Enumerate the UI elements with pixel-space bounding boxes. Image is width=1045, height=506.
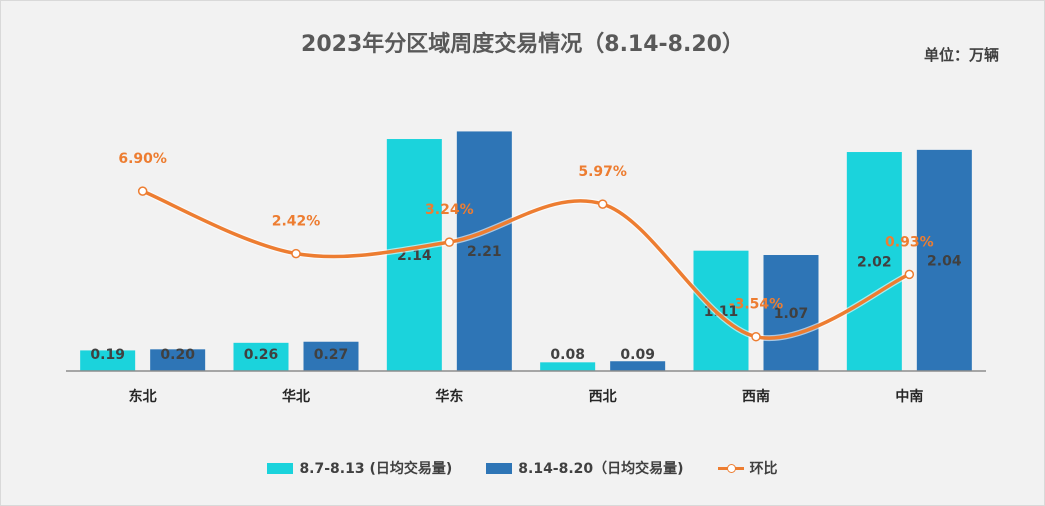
line-label-华东: 3.24% [425, 202, 474, 218]
bar-label-s2-华北: 0.27 [314, 347, 349, 363]
bar-s1-西南 [693, 250, 749, 371]
line-point-西南 [751, 331, 761, 342]
bar-label-s2-华东: 2.21 [467, 244, 502, 260]
bar-s2-东北 [150, 349, 206, 371]
bar-label-s1-西北: 0.08 [550, 347, 585, 363]
x-tick-label-西南: 西南 [742, 388, 770, 405]
bar-label-s2-西南: 1.07 [774, 306, 809, 322]
x-tick-label-西北: 西北 [589, 389, 617, 405]
bar-s2-西南 [763, 255, 819, 371]
bar-label-s1-东北: 0.19 [90, 347, 125, 363]
legend-item-series-1: 8.7-8.13 (日均交易量) [267, 458, 452, 478]
bar-s1-东北 [80, 350, 136, 371]
legend-item-series-2: 8.14-8.20（日均交易量) [486, 458, 684, 478]
bar-s2-中南 [916, 149, 972, 371]
legend-item-line: 环比 [717, 458, 778, 478]
bar-s1-中南 [846, 152, 902, 371]
line-label-西北: 5.97% [578, 164, 627, 180]
legend-swatch-series-1 [267, 462, 294, 474]
legend-label-series-1: 8.7-8.13 (日均交易量) [299, 461, 453, 477]
chart-title: 2023年分区域周度交易情况（8.14-8.20） [301, 32, 744, 57]
line-point-华北 [291, 248, 301, 259]
line-point-华东 [444, 237, 455, 247]
x-tick-label-东北: 东北 [129, 388, 157, 405]
legend-swatch-line [717, 463, 744, 474]
bar-label-s2-中南: 2.04 [927, 253, 962, 269]
x-tick-label-中南: 中南 [895, 388, 923, 405]
legend-label-line: 环比 [749, 461, 778, 477]
bar-s1-华北 [233, 342, 289, 371]
line-label-东北: 6.90% [118, 151, 167, 167]
bar-label-s2-西北: 0.09 [620, 347, 655, 363]
bar-label-s2-东北: 0.20 [160, 347, 195, 363]
x-tick-label-华东: 华东 [435, 388, 463, 405]
unit-label: 单位：万辆 [923, 46, 999, 64]
line-point-中南 [904, 269, 915, 280]
bar-s2-西北 [610, 361, 666, 371]
line-series-path [142, 189, 911, 340]
bar-s1-华东 [386, 139, 442, 371]
legend: 8.7-8.13 (日均交易量) 8.14-8.20（日均交易量) 环比 [0, 458, 1045, 478]
line-label-西南: -3.54% [729, 297, 783, 313]
bar-s1-西北 [540, 362, 596, 371]
line-label-华北: 2.42% [272, 214, 321, 230]
line-point-东北 [137, 186, 148, 196]
bar-label-s1-华北: 0.26 [244, 347, 279, 363]
line-point-西北 [597, 199, 608, 209]
x-tick-label-华北: 华北 [282, 388, 310, 405]
legend-label-series-2: 8.14-8.20（日均交易量) [518, 461, 684, 477]
bar-label-s1-中南: 2.02 [857, 255, 892, 271]
bar-s2-华东 [456, 131, 512, 371]
line-label-中南: 0.93% [885, 234, 934, 250]
bar-s2-华北 [303, 341, 359, 371]
legend-swatch-series-2 [486, 462, 513, 474]
